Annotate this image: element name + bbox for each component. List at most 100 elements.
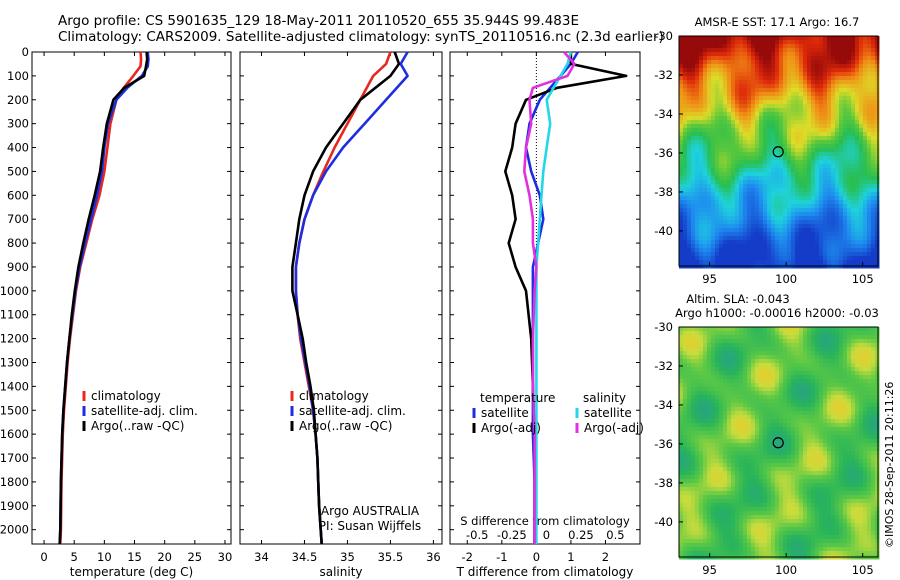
map-cell [807, 72, 812, 77]
map-cell [767, 419, 772, 424]
map-cell [695, 371, 700, 376]
map-cell [767, 435, 772, 440]
map-cell [791, 212, 796, 217]
map-cell [723, 260, 728, 265]
map-cell [811, 196, 816, 201]
map-cell [827, 244, 832, 249]
map-cell [691, 399, 696, 404]
map-cell [791, 144, 796, 149]
map-cell [835, 403, 840, 408]
map-cell [791, 192, 796, 197]
map-cell [759, 228, 764, 233]
map-cell [711, 260, 716, 265]
map-cell [867, 132, 872, 137]
map-cell [859, 463, 864, 468]
map-cell [731, 355, 736, 360]
map-cell [751, 172, 756, 177]
map-cell [739, 260, 744, 265]
map-cell [751, 367, 756, 372]
map-cell [711, 431, 716, 436]
map-cell [787, 244, 792, 249]
map-cell [707, 56, 712, 61]
map-cell [775, 236, 780, 241]
map-cell [751, 347, 756, 352]
map-cell [755, 339, 760, 344]
map-cell [715, 395, 720, 400]
map-cell [831, 76, 836, 81]
map-cell [679, 196, 684, 201]
map-cell [691, 455, 696, 460]
map-cell [759, 467, 764, 472]
map-cell [831, 120, 836, 125]
map-cell [683, 160, 688, 165]
map-cell [707, 140, 712, 145]
map-cell [779, 188, 784, 193]
map-cell [819, 128, 824, 133]
map-cell [715, 252, 720, 257]
map-cell [843, 335, 848, 340]
map-cell [875, 96, 880, 101]
map-cell [731, 467, 736, 472]
map-cell [839, 395, 844, 400]
map-cell [823, 367, 828, 372]
map-cell [859, 164, 864, 169]
map-cell [831, 248, 836, 253]
map-cell [691, 88, 696, 93]
map-cell [875, 188, 880, 193]
map-cell [695, 152, 700, 157]
map-cell [827, 104, 832, 109]
map-cell [735, 192, 740, 197]
map-cell [743, 471, 748, 476]
map-cell [767, 76, 772, 81]
map-cell [843, 415, 848, 420]
map-cell [823, 104, 828, 109]
map-cell [747, 367, 752, 372]
map-cell [827, 72, 832, 77]
map-cell [723, 451, 728, 456]
map-cell [679, 92, 684, 97]
map-cell [775, 164, 780, 169]
map-cell [711, 335, 716, 340]
map-cell [863, 423, 868, 428]
map-cell [875, 208, 880, 213]
map-cell [779, 387, 784, 392]
map-cell [811, 240, 816, 245]
map-cell [755, 116, 760, 121]
map-cell [711, 459, 716, 464]
map-cell [803, 220, 808, 225]
map-cell [771, 140, 776, 145]
map-cell [847, 196, 852, 201]
map-cell [831, 116, 836, 121]
map-cell [783, 347, 788, 352]
map-cell [871, 431, 876, 436]
map-cell [727, 116, 732, 121]
map-cell [811, 124, 816, 129]
map-cell [687, 56, 692, 61]
map-cell [759, 168, 764, 173]
map-cell [739, 136, 744, 141]
map-cell [827, 387, 832, 392]
map-cell [687, 108, 692, 113]
map-cell [807, 228, 812, 233]
map-cell [803, 228, 808, 233]
map-cell [807, 367, 812, 372]
map-cell [815, 208, 820, 213]
legend-label: satellite-adj. clim. [91, 404, 198, 418]
map-cell [707, 236, 712, 241]
map-cell [843, 92, 848, 97]
map-cell [851, 36, 856, 41]
map-cell [791, 431, 796, 436]
map-cell [791, 331, 796, 336]
map-cell [703, 240, 708, 245]
map-cell [795, 108, 800, 113]
map-cell [827, 68, 832, 73]
map-cell [779, 367, 784, 372]
map-cell [831, 52, 836, 57]
x-tick-label: 0 [40, 550, 47, 564]
map-cell [751, 343, 756, 348]
map-cell [695, 176, 700, 181]
map-cell [859, 375, 864, 380]
map-cell [687, 419, 692, 424]
map-cell [843, 363, 848, 368]
map-cell [747, 36, 752, 41]
